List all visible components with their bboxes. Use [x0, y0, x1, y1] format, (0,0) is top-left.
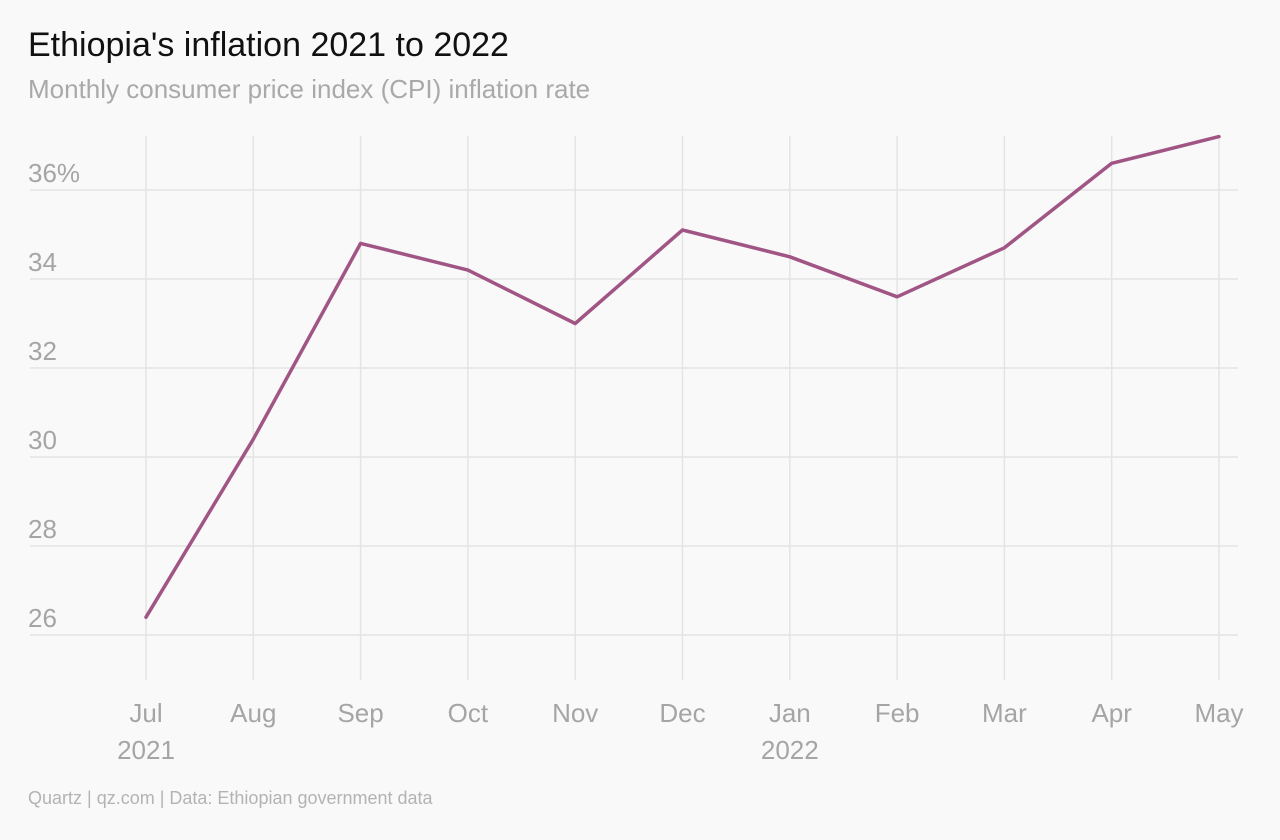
x-tick-label-jul: Jul [129, 698, 162, 728]
year-label-2022: 2022 [761, 735, 819, 765]
year-label-2021: 2021 [117, 735, 175, 765]
y-tick-label-26: 26 [28, 603, 57, 633]
x-tick-label-feb: Feb [875, 698, 920, 728]
x-tick-label-may: May [1194, 698, 1243, 728]
chart-subtitle: Monthly consumer price index (CPI) infla… [28, 74, 591, 104]
y-tick-label-30: 30 [28, 425, 57, 455]
vertical-gridlines [145, 136, 1220, 680]
y-tick-label-32: 32 [28, 336, 57, 366]
x-tick-label-dec: Dec [659, 698, 705, 728]
x-tick-label-sep: Sep [337, 698, 383, 728]
chart-title: Ethiopia's inflation 2021 to 2022 [28, 26, 509, 64]
x-tick-label-apr: Apr [1091, 698, 1132, 728]
y-tick-label-36: 36% [28, 158, 80, 188]
x-tick-label-nov: Nov [552, 698, 598, 728]
x-tick-label-aug: Aug [230, 698, 276, 728]
x-axis-tick-labels: Jul Aug Sep Oct Nov Dec Jan Feb Mar Apr May 2021 202… [117, 698, 1243, 765]
x-tick-label-jan: Jan [769, 698, 811, 728]
y-tick-label-34: 34 [28, 247, 57, 277]
y-axis-tick-labels: 26 28 30 32 34 36% [28, 158, 80, 633]
series-group [144, 134, 1221, 619]
series-line [144, 134, 1221, 619]
source-footer: Quartz | qz.com | Data: Ethiopian govern… [28, 788, 433, 808]
horizontal-gridlines [30, 189, 1238, 636]
x-tick-label-oct: Oct [448, 698, 489, 728]
y-tick-label-28: 28 [28, 514, 57, 544]
x-tick-label-mar: Mar [982, 698, 1027, 728]
